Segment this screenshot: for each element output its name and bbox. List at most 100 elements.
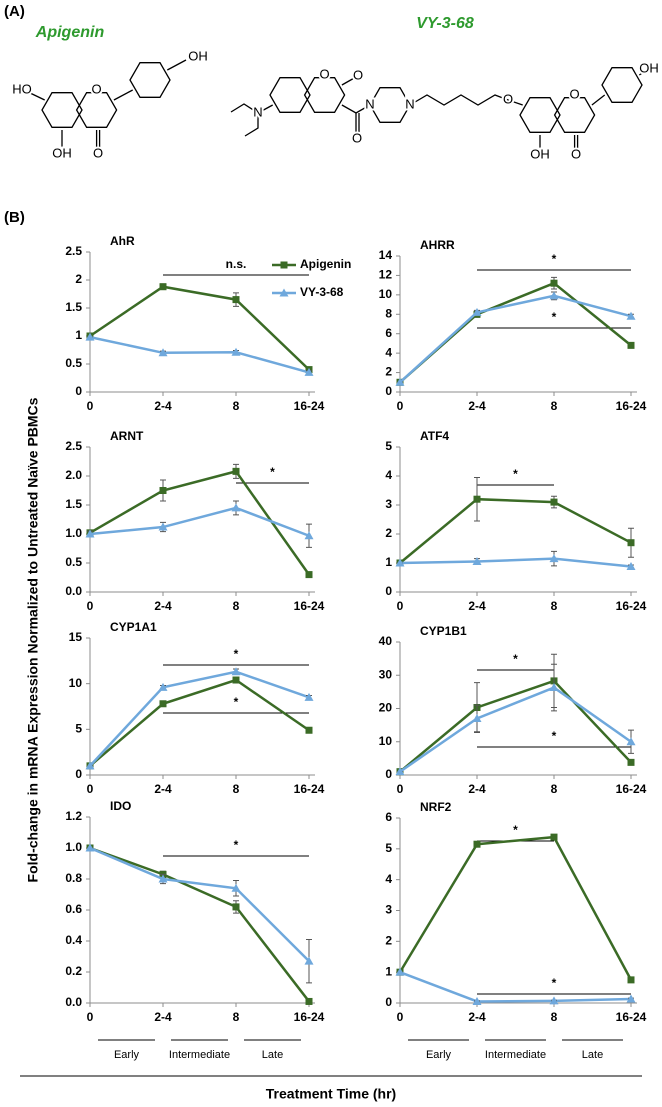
marker (231, 503, 241, 512)
chart-title: ATF4 (420, 429, 449, 443)
marker (550, 279, 558, 287)
marker (549, 996, 559, 1005)
ring (75, 92, 118, 128)
phase-label: Late (582, 1049, 603, 1061)
atom-label: O (320, 66, 330, 81)
marker (232, 903, 240, 911)
y-tick-label: 5 (385, 439, 392, 453)
marker (549, 291, 559, 300)
y-tick-label: 5 (75, 722, 82, 736)
x-tick-label: 8 (551, 1010, 558, 1024)
x-tick-label: 16-24 (294, 782, 325, 796)
bond (27, 91, 45, 101)
significance-label: * (234, 647, 239, 661)
marker (395, 558, 405, 567)
x-tick-label: 8 (233, 1010, 240, 1024)
x-tick-label: 16-24 (616, 782, 647, 796)
marker (626, 737, 636, 746)
bond (230, 103, 259, 114)
x-tick-label: 8 (551, 599, 558, 613)
y-tick-label: 30 (379, 667, 393, 681)
y-tick-label: 40 (379, 634, 393, 648)
bond (638, 69, 648, 76)
ring (369, 87, 411, 123)
bond (113, 89, 134, 101)
compound-name: Apigenin (35, 24, 105, 41)
y-tick-label: 1.0 (65, 526, 82, 540)
chart-title: NRF2 (420, 800, 452, 814)
marker (549, 554, 559, 563)
series-line (399, 294, 632, 384)
marker (159, 700, 167, 708)
significance-label: n.s. (226, 257, 247, 271)
x-axis-label: Treatment Time (hr) (266, 1086, 396, 1102)
x-tick-label: 2-4 (154, 599, 172, 613)
marker (627, 976, 635, 984)
legend-label: VY-3-68 (300, 285, 344, 299)
atom-label: O (571, 146, 581, 161)
y-tick-label: 3 (385, 497, 392, 511)
y-tick-label: 0 (385, 995, 392, 1009)
panel-label: (A) (4, 3, 25, 20)
bond (166, 59, 187, 71)
significance-label: * (234, 838, 239, 852)
y-tick-label: 8 (385, 306, 392, 320)
x-tick-label: 16-24 (616, 1010, 647, 1024)
series-line (398, 835, 633, 981)
legend-marker (280, 261, 288, 269)
y-tick-label: 2.0 (65, 468, 82, 482)
series-line (89, 846, 310, 1003)
marker (626, 561, 636, 570)
x-tick-label: 0 (397, 399, 404, 413)
series-line (399, 281, 632, 384)
y-tick-label: 4 (385, 345, 392, 359)
x-tick-label: 16-24 (294, 399, 325, 413)
y-tick-label: 1.5 (65, 497, 82, 511)
x-tick-label: 2-4 (468, 599, 486, 613)
y-tick-label: 6 (385, 810, 392, 824)
atom-label: O (92, 81, 102, 96)
marker (549, 683, 559, 692)
significance-label: * (513, 823, 518, 837)
series-line (399, 557, 632, 568)
atom-label: N (365, 96, 374, 111)
chart-title: AhR (110, 234, 135, 248)
chart-title: IDO (110, 799, 131, 813)
phase-label: Intermediate (169, 1049, 230, 1061)
marker (304, 956, 314, 965)
atom-label: OH (52, 145, 72, 160)
panel-label: (B) (4, 209, 25, 226)
marker (550, 833, 558, 841)
y-tick-label: 0.5 (65, 555, 82, 569)
marker (232, 467, 240, 475)
atom-label: O (570, 86, 580, 101)
marker (395, 767, 405, 776)
atom-label: O (503, 91, 513, 106)
marker (305, 997, 313, 1005)
marker (232, 676, 240, 684)
marker (158, 522, 168, 531)
marker (305, 571, 313, 579)
marker (304, 367, 314, 376)
ring (129, 62, 171, 98)
x-tick-label: 16-24 (616, 399, 647, 413)
marker (472, 713, 482, 722)
compound-name: VY-3-68 (416, 15, 474, 32)
x-tick-label: 0 (87, 399, 94, 413)
x-tick-label: 2-4 (468, 782, 486, 796)
phase-label: Late (262, 1049, 283, 1061)
x-tick-label: 2-4 (468, 1010, 486, 1024)
marker (158, 348, 168, 357)
ring (553, 97, 596, 133)
x-tick-label: 0 (87, 1010, 94, 1024)
atom-label: N (253, 104, 262, 119)
y-tick-label: 2 (385, 934, 392, 948)
y-tick-label: 2.5 (65, 244, 82, 258)
legend-marker (279, 288, 289, 297)
y-tick-label: 0.8 (65, 871, 82, 885)
y-tick-label: 10 (379, 734, 393, 748)
bond (591, 94, 606, 106)
x-tick-label: 2-4 (154, 782, 172, 796)
marker (231, 667, 241, 676)
